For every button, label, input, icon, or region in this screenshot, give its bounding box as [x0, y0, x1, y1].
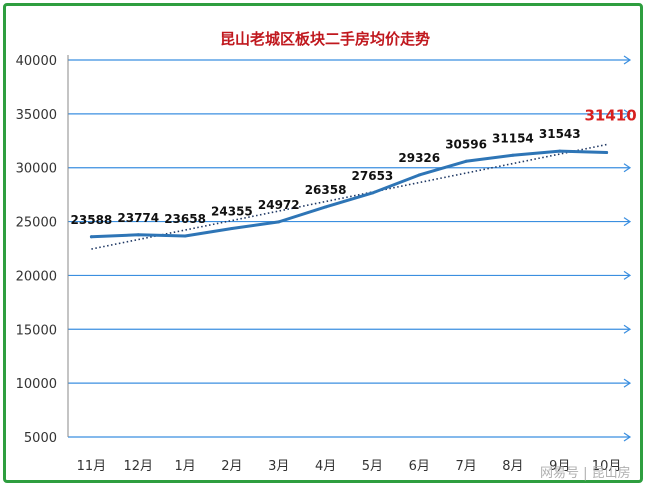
chart-frame: [3, 3, 643, 483]
x-tick-label: 7月: [455, 459, 476, 474]
gridline-arrow: [623, 55, 632, 65]
y-tick-label: 30000: [16, 162, 57, 177]
gridline-arrow: [623, 432, 632, 442]
data-point: [89, 235, 93, 239]
trendline: [91, 143, 607, 250]
data-label: 26358: [305, 183, 347, 197]
y-tick-label: 5000: [24, 431, 57, 446]
data-point: [277, 220, 281, 224]
data-label: 24972: [258, 198, 300, 212]
data-point: [230, 227, 234, 231]
gridline-arrow: [623, 324, 632, 334]
x-tick-label: 12月: [123, 459, 153, 474]
gridline-arrow: [623, 109, 632, 119]
gridline-arrow: [623, 163, 632, 173]
data-point: [464, 159, 468, 163]
data-point: [558, 149, 562, 153]
data-label: 31410: [584, 107, 636, 125]
x-tick-label: 6月: [409, 459, 430, 474]
data-point: [417, 173, 421, 177]
data-label: 24355: [211, 205, 253, 219]
x-tick-label: 3月: [268, 459, 289, 474]
x-tick-label: 11月: [77, 459, 107, 474]
y-tick-label: 10000: [16, 377, 57, 392]
gridline-arrow: [623, 270, 632, 280]
x-tick-label: 5月: [362, 459, 383, 474]
y-tick-label: 40000: [16, 54, 57, 69]
x-tick-label: 8月: [502, 459, 523, 474]
x-tick-label: 4月: [315, 459, 336, 474]
x-tick-label: 1月: [174, 459, 195, 474]
data-label: 27653: [352, 169, 394, 183]
chart-title: 昆山老城区板块二手房均价走势: [220, 30, 430, 48]
data-label: 31154: [492, 131, 534, 145]
y-tick-label: 15000: [16, 323, 57, 338]
x-tick-label: 10月: [592, 459, 622, 474]
data-point: [136, 233, 140, 237]
data-label: 31543: [539, 127, 581, 141]
y-tick-label: 35000: [16, 108, 57, 123]
data-point: [183, 234, 187, 238]
data-label: 30596: [445, 137, 487, 151]
y-tick-label: 25000: [16, 216, 57, 231]
x-tick-label: 2月: [221, 459, 242, 474]
data-label: 23774: [117, 211, 159, 225]
gridline-arrow: [623, 217, 632, 227]
data-label: 29326: [398, 151, 440, 165]
data-point: [605, 151, 609, 155]
data-label: 23588: [71, 213, 113, 227]
data-point: [511, 153, 515, 157]
x-tick-label: 9月: [549, 459, 570, 474]
gridline-arrow: [623, 378, 632, 388]
data-label: 23658: [164, 212, 206, 226]
data-point: [324, 205, 328, 209]
y-tick-label: 20000: [16, 269, 57, 284]
series-line: [89, 149, 609, 239]
watermark: 网易号 | 昆山房: [540, 466, 631, 481]
data-point: [370, 191, 374, 195]
